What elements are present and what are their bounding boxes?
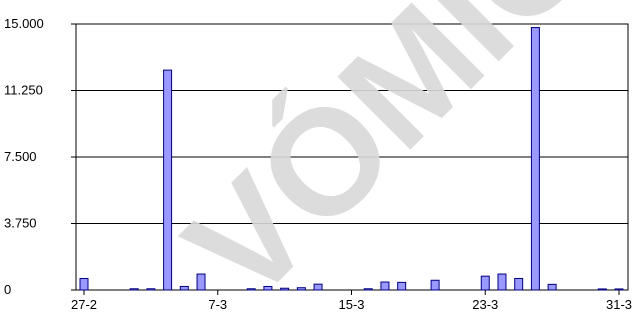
- y-tick-label: 15.000: [4, 16, 44, 31]
- bar: [380, 281, 390, 291]
- x-tick-label: 23-3: [472, 297, 498, 312]
- bar: [79, 277, 89, 291]
- bar: [179, 285, 189, 291]
- y-tick-label: 11.250: [4, 83, 43, 98]
- bar: [514, 277, 524, 291]
- y-tick-label: 0: [4, 282, 11, 297]
- bar: [497, 273, 507, 291]
- bar: [597, 288, 607, 291]
- x-tick-label: 27-2: [71, 297, 97, 312]
- y-tick-label: 3.750: [4, 216, 37, 231]
- bar: [280, 287, 290, 291]
- bar: [530, 27, 540, 291]
- bar: [313, 283, 323, 291]
- bar: [397, 281, 407, 291]
- x-axis: 27-2 7-3 15-3 23-3 31-3: [71, 290, 632, 312]
- bar: [146, 288, 156, 291]
- bar: [547, 283, 557, 291]
- x-tick-label: 15-3: [338, 297, 364, 312]
- bar: [163, 69, 173, 291]
- x-tick-label: 31-3: [606, 297, 632, 312]
- bar: [363, 288, 373, 291]
- bar: [263, 285, 273, 291]
- y-axis: 0 3.750 7.500 11.250 15.000: [4, 16, 76, 297]
- bar: [296, 287, 306, 291]
- bar: [196, 273, 206, 291]
- bar-series: [79, 27, 624, 291]
- bar: [614, 288, 624, 291]
- bar: [129, 288, 139, 291]
- x-tick-label: 7-3: [208, 297, 227, 312]
- bar: [430, 279, 440, 291]
- bar: [246, 288, 256, 291]
- y-tick-label: 7.500: [4, 149, 37, 164]
- bar: [480, 275, 490, 291]
